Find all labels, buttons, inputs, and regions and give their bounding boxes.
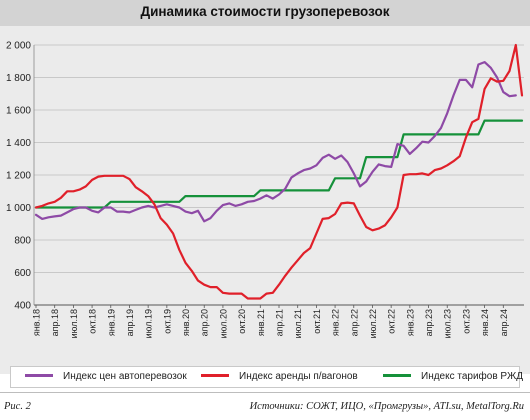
- legend: Индекс цен автоперевозок Индекс аренды п…: [10, 366, 523, 388]
- legend-label-rzd: Индекс тарифов РЖД: [421, 371, 523, 382]
- x-tick-label: июл.20: [218, 309, 228, 338]
- x-tick-label: янв.22: [331, 309, 341, 336]
- x-tick-label: окт.23: [461, 309, 471, 334]
- x-tick-label: июл.21: [293, 309, 303, 338]
- legend-swatch-wagons: [201, 373, 229, 377]
- x-tick-label: янв.21: [256, 309, 266, 336]
- y-tick-label: 1 400: [6, 138, 31, 149]
- y-tick-label: 1 000: [6, 203, 31, 214]
- x-tick-label: апр.22: [349, 309, 359, 336]
- y-tick-label: 1 600: [6, 106, 31, 117]
- series-lines: [34, 43, 524, 300]
- footer: Рис. 2 Источники: СОЖТ, ИЦО, «Промгрузы»…: [0, 392, 530, 420]
- legend-item-wagons: Индекс аренды п/вагонов: [201, 371, 358, 382]
- x-tick-label: окт.20: [237, 309, 247, 334]
- x-tick-label: янв.19: [106, 309, 116, 336]
- legend-swatch-rzd: [383, 373, 411, 377]
- title-bar: Динамика стоимости грузоперевозок: [0, 0, 530, 26]
- chart-title: Динамика стоимости грузоперевозок: [140, 4, 390, 19]
- x-axis: янв.18 апр.18 июл.18 окт.18 янв.19 апр.19 июл.…: [32, 45, 524, 338]
- series-line-2: [34, 119, 524, 209]
- plot-background: [0, 26, 530, 374]
- x-tick-label: июл.18: [69, 309, 79, 338]
- x-tick-label: янв.18: [32, 309, 42, 336]
- y-tick-label: 1 200: [6, 171, 31, 182]
- x-tick-label: янв.24: [480, 309, 490, 336]
- y-tick-label: 2 000: [6, 41, 31, 52]
- y-tick-label: 1 800: [6, 73, 31, 84]
- series-line-0: [34, 60, 517, 223]
- x-tick-label: апр.23: [424, 309, 434, 336]
- source-note: Источники: СОЖТ, ИЦО, «Промгрузы», ATI.s…: [249, 401, 524, 412]
- x-tick-label: июл.22: [368, 309, 378, 338]
- x-tick-label: апр.19: [125, 309, 135, 336]
- grid-lines: [34, 44, 524, 273]
- legend-item-auto: Индекс цен автоперевозок: [25, 371, 187, 382]
- x-tick-label: апр.18: [50, 309, 60, 336]
- x-tick-label: янв.20: [181, 309, 191, 336]
- x-tick-label: янв.23: [405, 309, 415, 336]
- x-tick-label: окт.21: [312, 309, 322, 334]
- y-tick-label: 400: [14, 301, 31, 312]
- x-tick-label: апр.24: [499, 309, 509, 336]
- legend-swatch-auto: [25, 373, 53, 377]
- x-tick-label: июл.23: [443, 309, 453, 338]
- x-tick-label: апр.21: [275, 309, 285, 336]
- x-tick-label: окт.19: [162, 309, 172, 334]
- legend-label-wagons: Индекс аренды п/вагонов: [239, 371, 358, 382]
- x-tick-label: окт.22: [387, 309, 397, 334]
- x-tick-label: июл.19: [144, 309, 154, 338]
- legend-label-auto: Индекс цен автоперевозок: [63, 371, 187, 382]
- y-tick-label: 800: [14, 236, 31, 247]
- x-tick-label: окт.18: [88, 309, 98, 334]
- x-tick-label: апр.20: [200, 309, 210, 336]
- legend-item-rzd: Индекс тарифов РЖД: [383, 371, 523, 382]
- y-tick-label: 600: [14, 268, 31, 279]
- figure-label: Рис. 2: [4, 401, 31, 412]
- y-axis: 400 600 800 1 000 1 200 1 400 1 600 1 800 2 000: [6, 41, 31, 312]
- series-line-1: [34, 43, 524, 300]
